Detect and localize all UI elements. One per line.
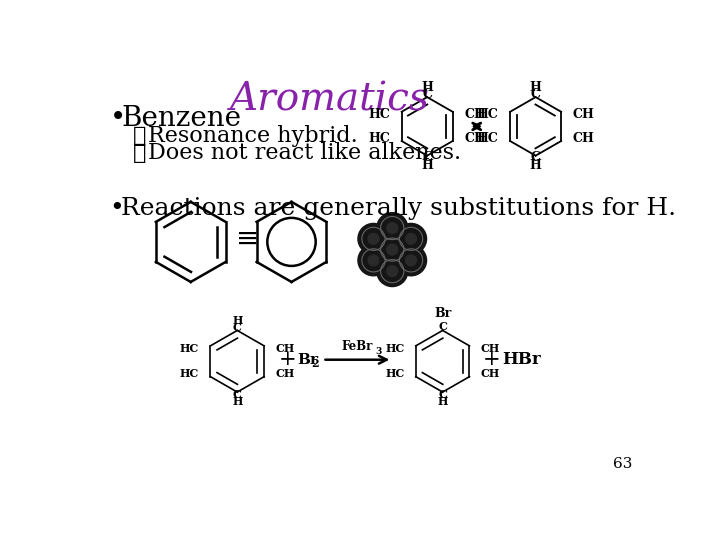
Text: 3: 3 (375, 347, 382, 356)
Text: H: H (530, 159, 541, 172)
Circle shape (377, 256, 408, 287)
Text: 2: 2 (312, 358, 319, 369)
Text: C: C (438, 321, 447, 332)
Circle shape (405, 255, 416, 266)
Circle shape (395, 245, 426, 276)
Text: H: H (438, 396, 448, 407)
Text: HC: HC (180, 343, 199, 354)
Text: +: + (279, 350, 297, 369)
Text: •: • (109, 197, 124, 220)
Text: Resonance hybrid.: Resonance hybrid. (148, 125, 358, 147)
Text: CH: CH (464, 132, 486, 145)
Text: C: C (438, 389, 447, 400)
Text: C: C (531, 89, 541, 102)
Text: HC: HC (180, 368, 199, 379)
Text: HC: HC (368, 132, 390, 145)
Circle shape (387, 222, 397, 233)
Text: CH: CH (573, 132, 595, 145)
Text: ≡: ≡ (235, 226, 259, 253)
Text: HC: HC (385, 368, 405, 379)
Circle shape (395, 224, 426, 254)
Text: Benzene: Benzene (121, 105, 241, 132)
Text: CH: CH (481, 368, 500, 379)
Text: •: • (109, 105, 125, 132)
Text: H: H (530, 80, 541, 93)
Text: Does not react like alkenes.: Does not react like alkenes. (148, 142, 462, 164)
Circle shape (358, 224, 389, 254)
Text: CH: CH (573, 108, 595, 121)
Text: Br: Br (297, 353, 319, 367)
Text: ✓: ✓ (132, 125, 146, 147)
Text: HC: HC (477, 108, 498, 121)
Text: 63: 63 (613, 457, 632, 471)
Text: HC: HC (385, 343, 405, 354)
Text: CH: CH (464, 108, 486, 121)
Text: H: H (421, 159, 433, 172)
Text: CH: CH (275, 343, 294, 354)
Text: CH: CH (481, 343, 500, 354)
Circle shape (405, 233, 416, 244)
Text: H: H (232, 396, 243, 407)
Circle shape (387, 244, 397, 255)
Text: C: C (233, 322, 242, 333)
Text: H: H (232, 315, 243, 326)
Text: Reactions are generally substitutions for H.: Reactions are generally substitutions fo… (121, 197, 676, 220)
Text: HBr: HBr (503, 351, 541, 368)
Text: Br: Br (434, 307, 451, 320)
Text: HC: HC (368, 108, 390, 121)
Text: FeBr: FeBr (342, 340, 373, 353)
Circle shape (377, 213, 408, 244)
Text: C: C (422, 89, 432, 102)
Text: CH: CH (275, 368, 294, 379)
Text: +: + (482, 350, 500, 369)
Text: ✓: ✓ (132, 142, 146, 164)
Circle shape (377, 234, 408, 265)
Circle shape (387, 266, 397, 276)
Circle shape (358, 245, 389, 276)
Text: C: C (422, 151, 432, 165)
Circle shape (368, 255, 379, 266)
Text: HC: HC (477, 132, 498, 145)
Circle shape (368, 233, 379, 244)
Text: H: H (421, 80, 433, 93)
Text: Aromatics: Aromatics (230, 82, 430, 119)
Text: C: C (531, 151, 541, 165)
Text: C: C (233, 389, 242, 400)
